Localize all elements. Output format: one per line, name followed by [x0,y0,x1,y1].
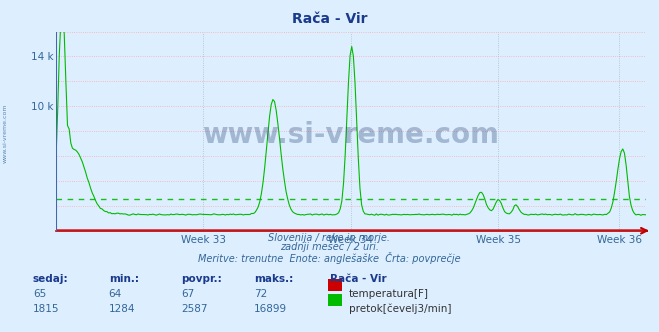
Text: 16899: 16899 [254,304,287,314]
Text: 64: 64 [109,289,122,299]
Text: Slovenija / reke in morje.: Slovenija / reke in morje. [268,233,391,243]
Text: www.si-vreme.com: www.si-vreme.com [3,103,8,163]
Text: Rača - Vir: Rača - Vir [330,274,386,284]
Text: 72: 72 [254,289,267,299]
Text: Meritve: trenutne  Enote: anglešaške  Črta: povprečje: Meritve: trenutne Enote: anglešaške Črta… [198,252,461,264]
Text: 2587: 2587 [181,304,208,314]
Text: Rača - Vir: Rača - Vir [292,12,367,26]
Text: povpr.:: povpr.: [181,274,222,284]
Text: 67: 67 [181,289,194,299]
Text: 1815: 1815 [33,304,59,314]
Text: sedaj:: sedaj: [33,274,69,284]
Text: zadnji mesec / 2 uri.: zadnji mesec / 2 uri. [280,242,379,252]
Text: min.:: min.: [109,274,139,284]
Text: pretok[čevelj3/min]: pretok[čevelj3/min] [349,304,451,314]
Text: www.si-vreme.com: www.si-vreme.com [202,121,500,149]
Text: temperatura[F]: temperatura[F] [349,289,428,299]
Text: 65: 65 [33,289,46,299]
Text: 1284: 1284 [109,304,135,314]
Text: maks.:: maks.: [254,274,293,284]
